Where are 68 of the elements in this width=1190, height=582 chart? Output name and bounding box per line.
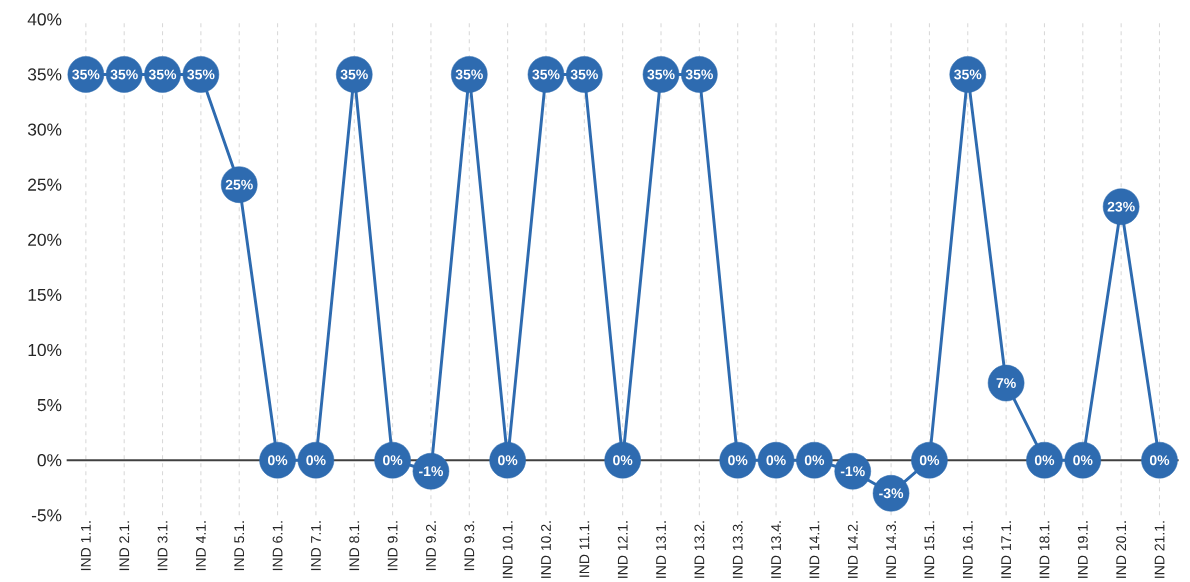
data-label: 0% [919,455,940,466]
data-label: 0% [728,455,748,466]
y-tick-label: 20% [28,233,62,246]
x-tick-label: IND 3.1. [157,521,168,571]
data-label: 35% [148,69,177,80]
y-tick-label: 35% [27,68,62,81]
x-tick-label: IND 18.1. [1039,521,1050,578]
x-tick-label: IND 11.1. [579,521,590,577]
data-label: 0% [1073,455,1093,466]
x-tick-label: IND 13.4. [771,521,782,578]
y-tick-label: 30% [27,123,62,136]
x-tick-label: IND 2.1. [119,521,130,571]
data-label: 35% [570,69,598,80]
data-label: 0% [306,455,326,466]
x-tick-label: IND 14.1. [809,521,820,578]
y-tick-label: 5% [37,399,62,412]
data-label: 35% [455,69,483,80]
x-tick-label: IND 4.1. [196,521,206,571]
y-tick-label: 0% [37,454,62,467]
data-label: 0% [268,455,288,466]
data-label: 23% [1107,201,1135,212]
x-tick-label: IND 15.1. [924,521,935,578]
x-tick-label: IND 17.1. [1001,521,1011,578]
x-tick-label: IND 16.1. [962,521,973,578]
data-label: 7% [996,378,1016,388]
y-tick-label: 25% [28,178,62,191]
y-tick-label: 10% [28,343,62,357]
data-label: -1% [419,466,444,477]
data-label: 35% [110,69,138,80]
x-tick-label: IND 20.1. [1116,521,1127,578]
x-tick-label: IND 14.2. [847,521,858,578]
x-tick-label: IND 8.1. [349,521,360,571]
data-label: 0% [613,455,633,466]
data-label: 35% [647,69,675,80]
data-label: 35% [340,69,368,80]
x-tick-label: IND 9.1. [387,521,398,571]
data-label: 0% [498,455,518,466]
x-tick-label: IND 14.3. [886,521,897,578]
data-label: 25% [225,179,253,190]
x-tick-label: IND 9.3. [464,521,475,571]
x-tick-label: IND 13.2. [694,521,705,578]
data-label: 0% [766,455,786,466]
y-tick-label: 15% [28,288,62,301]
data-label: 35% [532,69,560,80]
data-label: 0% [1149,455,1170,466]
x-tick-label: IND 21.1. [1154,521,1165,578]
x-tick-label: IND 10.2. [541,521,551,578]
x-tick-label: IND 13.1. [656,521,666,578]
data-label: -1% [840,466,865,477]
x-tick-label: IND 7.1. [311,521,321,571]
y-tick-label: 40% [27,13,62,26]
data-label: 0% [804,455,825,466]
x-tick-label: IND 10.1. [502,521,513,578]
y-tick-label: -5% [31,509,62,522]
x-tick-label: IND 5.1. [234,521,245,571]
data-label: 35% [685,69,713,80]
x-tick-label: IND 1.1. [81,521,91,571]
data-label: 35% [954,69,982,80]
data-label: 0% [1034,455,1055,466]
x-tick-label: IND 9.2. [426,521,436,571]
x-tick-label: IND 6.1. [272,521,283,571]
data-label: 35% [187,69,215,80]
data-label: -3% [879,488,904,499]
data-label: 35% [72,69,100,80]
x-tick-label: IND 19.1. [1077,521,1088,578]
x-tick-label: IND 12.1. [617,521,628,578]
data-label: 0% [383,455,403,466]
x-tick-label: IND 13.3. [732,521,743,578]
